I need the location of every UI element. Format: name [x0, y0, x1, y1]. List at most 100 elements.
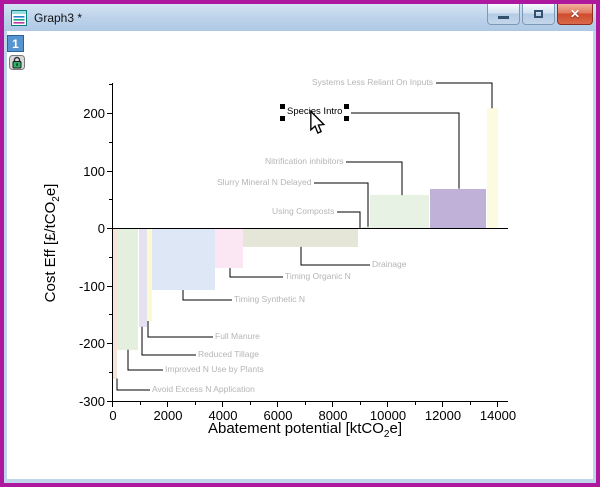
- x-minor-tick: [359, 402, 361, 405]
- x-major-tick: [222, 402, 223, 407]
- annotation-label-species-intro[interactable]: Species Intro: [287, 106, 343, 117]
- restore-icon: [534, 10, 543, 18]
- annotation-label-drainage[interactable]: Drainage: [372, 259, 407, 269]
- y-major-tick: [107, 400, 112, 402]
- x-major-tick: [387, 402, 388, 407]
- leader-line: [436, 82, 493, 109]
- y-tick-label[interactable]: 100: [83, 163, 105, 179]
- y-major-tick: [107, 285, 112, 287]
- x-tick-label[interactable]: 2000: [153, 408, 183, 423]
- layer-1-badge[interactable]: 1: [7, 35, 24, 52]
- x-major-tick: [442, 402, 443, 407]
- annotation-label-timing-organic-n[interactable]: Timing Organic N: [285, 271, 351, 281]
- x-tick-label[interactable]: 8000: [318, 408, 348, 423]
- bar-drainage[interactable]: [243, 229, 358, 247]
- y-major-tick: [107, 343, 112, 344]
- x-minor-tick: [414, 402, 416, 405]
- x-major-tick: [277, 402, 278, 407]
- annotation-label-improved-n-use-by-plants[interactable]: Improved N Use by Plants: [165, 364, 264, 374]
- x-axis-line[interactable]: [112, 401, 508, 402]
- leader-line: [337, 211, 361, 228]
- leader-line: [346, 161, 403, 196]
- close-button[interactable]: ✕: [557, 4, 593, 25]
- y-tick-label[interactable]: -300: [78, 393, 105, 409]
- y-minor-tick: [109, 371, 112, 373]
- leader-line: [300, 246, 370, 266]
- x-tick-label[interactable]: 12000: [424, 408, 462, 423]
- y-tick-label[interactable]: 0: [97, 221, 105, 236]
- y-axis-title[interactable]: Cost Eff [£/tCO2e]: [42, 183, 62, 303]
- arrow-cursor: [310, 110, 326, 134]
- restore-button[interactable]: [522, 4, 555, 25]
- bar-systems-less-reliant-on-inputs[interactable]: [487, 108, 498, 229]
- graph-client-area: [7, 31, 593, 479]
- y-tick-label[interactable]: -100: [78, 278, 105, 294]
- annotation-label-slurry-mineral-n-delayed[interactable]: Slurry Mineral N Delayed: [217, 177, 312, 187]
- y-tick-label[interactable]: -200: [78, 336, 105, 351]
- x-major-tick: [332, 402, 333, 407]
- bar-avoid-excess-n-application[interactable]: [113, 229, 118, 379]
- x-major-tick: [112, 402, 113, 407]
- annotation-label-timing-synthetic-n[interactable]: Timing Synthetic N: [234, 294, 306, 304]
- y-major-tick: [107, 228, 112, 229]
- close-icon: ✕: [569, 7, 581, 21]
- lock-icon[interactable]: [9, 55, 25, 70]
- bar-full-manure[interactable]: [147, 229, 153, 321]
- x-minor-tick: [304, 402, 306, 405]
- x-tick-label[interactable]: 14000: [479, 408, 517, 423]
- x-axis-title[interactable]: Abatement potential [ktCO2e]: [207, 420, 402, 440]
- leader-line: [229, 268, 283, 278]
- y-minor-tick: [109, 199, 112, 201]
- selection-handle[interactable]: [280, 116, 285, 121]
- selection-handle[interactable]: [280, 104, 285, 109]
- y-major-tick: [107, 113, 112, 114]
- annotation-label-avoid-excess-n-application[interactable]: Avoid Excess N Application: [152, 384, 255, 394]
- y-minor-tick: [109, 141, 112, 143]
- bar-timing-synthetic-n[interactable]: [152, 229, 216, 290]
- x-minor-tick: [469, 402, 471, 405]
- x-tick-label[interactable]: 0: [109, 408, 117, 423]
- titlebar[interactable]: Graph3 * ✕: [4, 4, 596, 31]
- x-tick-label[interactable]: 4000: [208, 408, 238, 423]
- annotation-label-systems-less-reliant-on-inputs[interactable]: Systems Less Reliant On Inputs: [312, 77, 433, 87]
- leader-line: [127, 349, 163, 371]
- y-minor-tick: [109, 84, 112, 86]
- x-major-tick: [167, 402, 168, 407]
- bar-species-intro[interactable]: [430, 188, 486, 229]
- x-major-tick: [497, 402, 498, 407]
- minimize-button[interactable]: [487, 4, 520, 25]
- y-minor-tick: [109, 256, 112, 258]
- annotation-label-nitrification-inhibitors[interactable]: Nitrification inhibitors: [265, 156, 344, 166]
- leader-line: [314, 182, 369, 227]
- leader-line: [116, 378, 150, 391]
- bar-improved-n-use-by-plants[interactable]: [117, 229, 138, 350]
- y-minor-tick: [109, 314, 112, 316]
- bar-reduced-tillage[interactable]: [139, 229, 148, 327]
- bar-nitrification-inhibitors[interactable]: [370, 195, 429, 229]
- y-major-tick: [107, 170, 112, 172]
- window-title: Graph3 *: [34, 10, 83, 25]
- selection-handle[interactable]: [344, 104, 349, 109]
- leader-line: [141, 326, 196, 356]
- leader-line: [182, 289, 232, 301]
- leader-line: [147, 321, 213, 338]
- x-minor-tick: [194, 402, 196, 405]
- bar-timing-organic-n[interactable]: [215, 229, 244, 269]
- leader-line: [351, 112, 460, 189]
- graph-window-icon: [11, 9, 27, 26]
- y-tick-label[interactable]: 200: [83, 106, 105, 121]
- x-tick-label[interactable]: 10000: [369, 408, 407, 423]
- x-minor-tick: [139, 402, 141, 405]
- x-tick-label[interactable]: 6000: [263, 408, 293, 423]
- y-axis-line[interactable]: [112, 83, 113, 402]
- annotation-label-reduced-tillage[interactable]: Reduced Tillage: [198, 349, 259, 359]
- selection-handle[interactable]: [344, 116, 349, 121]
- zero-line: [112, 228, 508, 229]
- minimize-icon: [498, 16, 509, 19]
- annotation-label-using-composts[interactable]: Using Composts: [272, 206, 335, 216]
- bar-slurry-mineral-n-delayed[interactable]: [361, 226, 371, 229]
- annotation-label-full-manure[interactable]: Full Manure: [215, 331, 260, 341]
- x-minor-tick: [249, 402, 251, 405]
